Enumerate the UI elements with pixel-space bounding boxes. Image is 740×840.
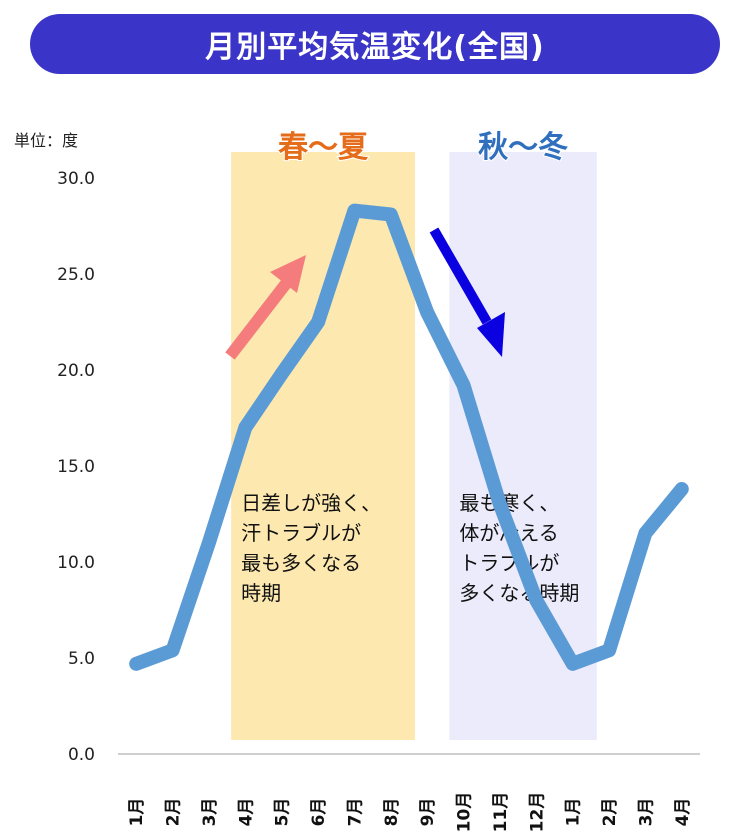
- season-note-line: 時期: [241, 581, 281, 605]
- data-point: [135, 662, 138, 665]
- temperature-series-line: [129, 203, 689, 671]
- x-tick-label: 5月: [273, 798, 293, 827]
- season-band-label-0: 春～夏: [278, 130, 369, 165]
- x-tick-label: 3月: [200, 798, 220, 827]
- data-point: [571, 662, 574, 665]
- season-band-1: [449, 152, 597, 740]
- data-point: [535, 599, 538, 602]
- season-note-line: 最も多くなる: [241, 551, 361, 575]
- data-point: [462, 384, 465, 387]
- data-point: [317, 321, 320, 323]
- data-point: [426, 311, 429, 314]
- data-point: [353, 209, 356, 212]
- y-tick-label: 20.0: [57, 361, 95, 381]
- up-arrow-head: [270, 255, 306, 293]
- x-tick-label: 3月: [636, 798, 656, 827]
- y-unit-label: 単位：度: [14, 131, 78, 150]
- data-point: [207, 541, 210, 544]
- season-note-line: 日差しが強く、: [241, 491, 381, 515]
- data-point: [389, 213, 392, 216]
- x-tick-label: 6月: [309, 798, 329, 827]
- y-tick-label: 25.0: [57, 265, 95, 285]
- x-tick-label: 12月: [527, 792, 547, 833]
- y-tick-label: 10.0: [57, 553, 95, 573]
- x-tick-label: 1月: [564, 798, 584, 827]
- x-tick-label: 1月: [127, 798, 147, 827]
- x-tick-label: 11月: [491, 792, 511, 833]
- x-tick-label: 4月: [236, 798, 256, 827]
- season-note-line: 多くなる時期: [459, 581, 579, 605]
- season-note-line: トラブルが: [459, 551, 559, 575]
- x-tick-label: 7月: [345, 798, 365, 827]
- x-tick-label: 10月: [455, 792, 475, 833]
- data-point: [171, 649, 174, 652]
- y-tick-label: 30.0: [57, 169, 95, 189]
- data-point: [244, 426, 247, 429]
- data-point: [608, 649, 611, 652]
- y-tick-label: 5.0: [68, 649, 95, 669]
- season-band-label-1: 秋～冬: [478, 130, 568, 165]
- data-point: [680, 488, 683, 491]
- chart-title: 月別平均気温変化(全国): [205, 30, 545, 65]
- data-point: [644, 532, 647, 535]
- data-point: [280, 372, 283, 375]
- season-note-line: 汗トラブルが: [241, 521, 361, 545]
- x-tick-label: 2月: [600, 798, 620, 827]
- x-tick-label: 8月: [382, 798, 402, 827]
- down-arrow-head: [477, 312, 505, 357]
- data-point: [498, 503, 501, 506]
- season-band-0: [231, 152, 415, 740]
- y-tick-label: 15.0: [57, 457, 95, 477]
- x-tick-label: 2月: [164, 798, 184, 827]
- y-tick-label: 0.0: [68, 745, 95, 765]
- down-arrow-shaft: [429, 227, 492, 325]
- up-arrow-shaft: [225, 277, 293, 360]
- x-tick-label: 4月: [673, 798, 693, 827]
- x-tick-label: 9月: [418, 798, 438, 827]
- title-banner: 月別平均気温変化(全国): [30, 14, 720, 74]
